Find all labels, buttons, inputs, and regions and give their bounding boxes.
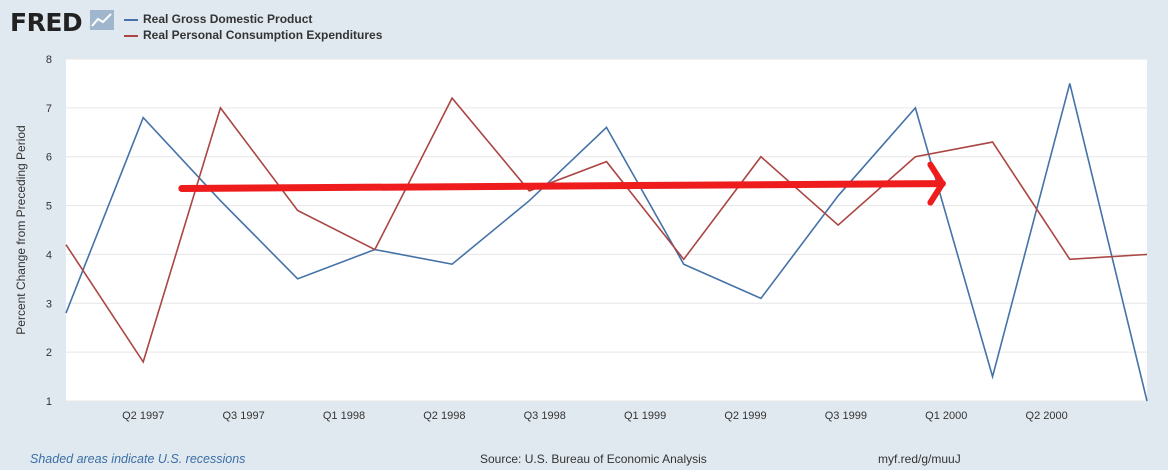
y-tick-label: 2 [46, 347, 52, 359]
y-tick-label: 7 [46, 103, 52, 115]
x-tick-label: Q1 2000 [925, 410, 967, 422]
red-arrow-annotation [178, 161, 946, 206]
fred-logo[interactable]: FRED [10, 8, 83, 37]
x-axis-ticks: Q2 1997 Q3 1997 Q1 1998 Q2 1998 Q3 1998 Q1 19… [122, 410, 1068, 422]
legend-label-gdp: Real Gross Domestic Product [143, 12, 313, 26]
legend-item-gdp[interactable]: Real Gross Domestic Product [124, 12, 312, 26]
x-tick-label: Q3 1999 [825, 410, 867, 422]
legend-swatch-pce [124, 34, 138, 37]
legend-label-pce: Real Personal Consumption Expenditures [143, 28, 383, 42]
y-tick-label: 5 [46, 201, 52, 213]
series-lines [65, 83, 1148, 402]
y-tick-label: 4 [46, 249, 52, 261]
y-axis-label: Percent Change from Preceding Period [14, 125, 28, 334]
y-tick-label: 6 [46, 152, 52, 164]
series-line-gdp [65, 83, 1148, 402]
arrow-shaft [178, 180, 946, 192]
x-tick-label: Q1 1998 [323, 410, 365, 422]
arrow-head [927, 161, 946, 206]
series-line-pce [65, 96, 1148, 364]
chart-line-icon [90, 10, 114, 30]
short-url-link[interactable]: myf.red/g/muuJ [878, 452, 961, 466]
recession-note-link[interactable]: Shaded areas indicate U.S. recessions [30, 452, 246, 466]
legend-item-pce[interactable]: Real Personal Consumption Expenditures [124, 28, 382, 42]
chart-header: FRED Real Gross Domestic Product Real Pe… [0, 0, 1168, 50]
line-chart: 1 2 3 4 5 6 7 8 Q2 1997 Q3 1997 Q1 1998 Q2 1998 Q3 … [14, 54, 1148, 422]
x-tick-label: Q2 1998 [423, 410, 465, 422]
source-text: Source: U.S. Bureau of Economic Analysis [480, 452, 707, 466]
plot-area [66, 59, 1147, 401]
y-axis-ticks: 1 2 3 4 5 6 7 8 [46, 54, 52, 408]
x-tick-label: Q2 2000 [1026, 410, 1068, 422]
y-tick-label: 1 [46, 396, 52, 408]
y-tick-label: 3 [46, 298, 52, 310]
gridlines [66, 58, 1147, 402]
x-tick-label: Q3 1997 [222, 410, 264, 422]
y-tick-label: 8 [46, 54, 52, 66]
legend-swatch-gdp [124, 18, 138, 21]
x-tick-label: Q1 1999 [624, 410, 666, 422]
x-tick-label: Q3 1998 [524, 410, 566, 422]
x-tick-label: Q2 1997 [122, 410, 164, 422]
x-tick-label: Q2 1999 [724, 410, 766, 422]
